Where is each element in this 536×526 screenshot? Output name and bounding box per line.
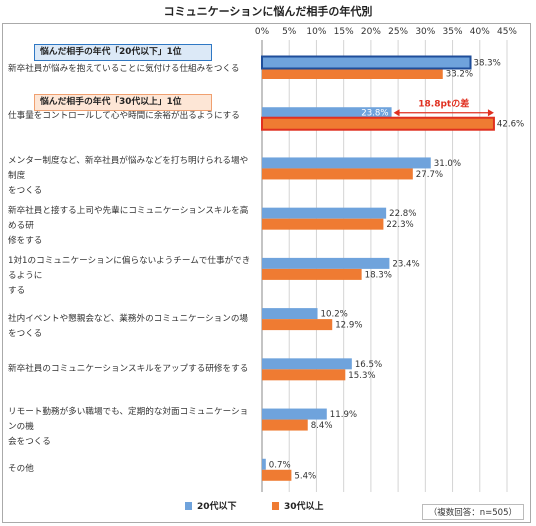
value-label: 38.3% — [474, 59, 501, 69]
category-label-line: 1対1のコミュニケーションに偏らないようチームで仕事ができるように — [8, 256, 251, 281]
bar-30s — [262, 168, 413, 180]
bar-30s — [262, 419, 308, 431]
bar-20s — [262, 57, 471, 68]
bar-30s — [262, 68, 443, 79]
highlight-outline-20s — [261, 55, 472, 70]
value-label: 5.4% — [294, 471, 316, 481]
category-label: 社内イベントや懇親会など、業務外のコミュニケーションの場をつくる — [8, 312, 256, 342]
category-label-line: をつくる — [8, 185, 43, 196]
bar-30s — [262, 469, 292, 481]
highlight-badge-20s: 悩んだ相手の年代「20代以下」1位 — [34, 44, 212, 61]
category-label: 仕事量をコントロールして心や時間に余裕が出るようにする — [8, 109, 256, 124]
legend-swatch-20s — [185, 502, 192, 510]
x-tick-label: 45% — [497, 27, 517, 37]
category-label-line: 仕事量をコントロールして心や時間に余裕が出るようにする — [8, 111, 240, 122]
bar-30s — [262, 268, 362, 280]
x-tick-label: 20% — [361, 27, 381, 37]
legend-swatch-30s — [272, 502, 279, 510]
category-label-line: 新卒社員と接する上司や先輩にコミュニケーションスキルを高める研 — [8, 205, 249, 231]
bar-20s — [262, 157, 431, 169]
value-label: 22.3% — [386, 220, 413, 230]
value-label: 11.9% — [330, 410, 357, 420]
value-label: 0.7% — [269, 460, 291, 470]
category-label-line: 社内イベントや懇親会など、業務外のコミュニケーションの場をつくる — [8, 313, 249, 339]
value-label: 8.4% — [311, 421, 333, 431]
value-label: 16.5% — [355, 360, 382, 370]
highlight-outline-30s — [261, 116, 495, 131]
bar-20s — [262, 408, 327, 420]
highlight-badge-30s: 悩んだ相手の年代「30代以上」1位 — [34, 94, 212, 111]
bar-20s — [262, 107, 392, 119]
category-label: メンター制度など、新卒社員が悩みなどを打ち明けられる場や制度をつくる — [8, 154, 256, 199]
chart-title: コミュニケーションに悩んだ相手の年代別 — [163, 5, 373, 18]
category-label-line: 新卒社員のコミュニケーションスキルをアップする研修をする — [8, 363, 249, 374]
value-label: 31.0% — [434, 159, 461, 169]
x-tick-label: 10% — [306, 27, 326, 37]
category-label-line: 新卒社員が悩みを抱えていることに気付ける仕組みをつくる — [8, 64, 240, 74]
value-label: 42.6% — [497, 120, 524, 130]
value-label: 10.2% — [321, 310, 348, 320]
bar-30s — [262, 218, 384, 230]
bar-20s — [262, 207, 387, 219]
arrow-head-left-icon — [393, 109, 400, 117]
category-label-line: その他 — [8, 464, 34, 475]
arrow-head-right-icon — [487, 109, 494, 117]
x-tick-label: 0% — [255, 27, 270, 37]
bar-20s — [262, 458, 266, 470]
x-tick-label: 35% — [443, 27, 463, 37]
value-label: 22.8% — [389, 209, 416, 219]
category-label-line: する — [8, 286, 26, 296]
x-tick-label: 15% — [334, 27, 354, 37]
category-label: その他 — [8, 462, 256, 477]
bar-30s — [262, 319, 333, 331]
bar-30s — [262, 118, 494, 130]
category-label-line: 会をつくる — [8, 436, 51, 447]
value-label: 15.3% — [348, 371, 375, 381]
category-label: 新卒社員が悩みを抱えていることに気付ける仕組みをつくる — [8, 62, 256, 77]
bar-20s — [262, 257, 390, 269]
bar-30s — [262, 369, 346, 381]
value-label: 33.2% — [446, 70, 473, 80]
chart-frame — [2, 23, 531, 523]
x-tick-label: 40% — [470, 27, 490, 37]
category-label: 新卒社員と接する上司や先輩にコミュニケーションスキルを高める研修をする — [8, 204, 256, 249]
value-label: 23.8% — [361, 109, 388, 119]
value-label: 18.3% — [365, 270, 392, 280]
category-label: リモート勤務が多い職場でも、定期的な対面コミュニケーションの機会をつくる — [8, 405, 256, 450]
value-label: 27.7% — [416, 170, 443, 180]
category-label-line: メンター制度など、新卒社員が悩みなどを打ち明けられる場や制度 — [8, 155, 249, 181]
category-label: 新卒社員のコミュニケーションスキルをアップする研修をする — [8, 362, 256, 377]
x-tick-label: 30% — [415, 27, 435, 37]
difference-annotation: 18.8ptの差 — [418, 98, 469, 110]
legend-label-30s: 30代以上 — [284, 500, 324, 512]
bar-20s — [262, 358, 352, 370]
legend-label-20s: 20代以下 — [197, 500, 237, 512]
value-label: 23.4% — [392, 259, 419, 269]
category-label-line: リモート勤務が多い職場でも、定期的な対面コミュニケーションの機 — [8, 406, 249, 432]
sample-note: （複数回答：n=505） — [421, 504, 524, 520]
value-label: 12.9% — [335, 321, 362, 331]
category-label-line: 修をする — [8, 235, 43, 246]
x-tick-label: 5% — [282, 27, 297, 37]
x-tick-label: 25% — [388, 27, 408, 37]
bar-20s — [262, 308, 318, 320]
category-label: 1対1のコミュニケーションに偏らないようチームで仕事ができるようにする — [8, 254, 256, 299]
